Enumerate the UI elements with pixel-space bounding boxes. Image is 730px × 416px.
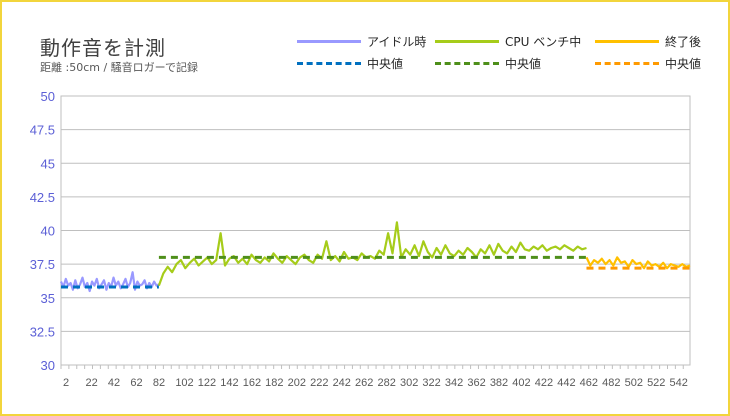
legend-swatch-median-after [595, 61, 659, 65]
legend-label-after: 終了後 [665, 34, 702, 49]
x-tick-label: 502 [625, 377, 643, 389]
legend-label-median-idle: 中央値 [367, 56, 404, 71]
x-tick-label: 42 [108, 377, 120, 389]
legend-swatch-median-idle [297, 61, 361, 65]
legend-item-cpu-bench: CPU ベンチ中 [435, 33, 581, 49]
y-tick-label: 32.5 [30, 324, 55, 339]
legend-label-idle: アイドル時 [367, 34, 427, 49]
x-tick-label: 382 [490, 377, 508, 389]
y-tick-label: 40 [41, 224, 55, 239]
legend-label-cpu-bench: CPU ベンチ中 [505, 34, 582, 49]
x-tick-label: 242 [333, 377, 351, 389]
x-tick-label: 182 [265, 377, 283, 389]
chart-title: 動作音を計測 [40, 36, 166, 60]
x-tick-label: 22 [85, 377, 97, 389]
legend-item-after: 終了後 [595, 33, 701, 49]
x-tick-label: 342 [445, 377, 463, 389]
x-tick-label: 102 [175, 377, 193, 389]
series-line-1 [157, 221, 587, 286]
x-tick-label: 402 [512, 377, 530, 389]
x-tick-label: 202 [288, 377, 306, 389]
y-tick-label: 37.5 [30, 257, 55, 272]
y-tick-label: 50 [41, 89, 55, 104]
x-tick-label: 522 [647, 377, 665, 389]
chart-subtitle: 距離 :50cm / 騒音ロガーで記録 [40, 61, 199, 74]
x-tick-label: 142 [220, 377, 238, 389]
legend-swatch-median-cpu [435, 61, 499, 65]
legend-label-median-cpu: 中央値 [505, 56, 542, 71]
y-tick-label: 42.5 [30, 190, 55, 205]
y-tick-label: 47.5 [30, 123, 55, 138]
legend-swatch-cpu-bench [435, 39, 499, 43]
x-tick-label: 262 [355, 377, 373, 389]
y-tick-label: 35 [41, 291, 55, 306]
y-tick-label: 30 [41, 358, 55, 373]
legend-swatch-after [595, 39, 659, 43]
x-tick-label: 302 [400, 377, 418, 389]
legend-item-median-after: 中央値 [595, 55, 701, 71]
x-tick-label: 422 [535, 377, 553, 389]
x-tick-label: 62 [130, 377, 142, 389]
x-tick-label: 482 [602, 377, 620, 389]
x-tick-label: 462 [580, 377, 598, 389]
legend-item-median-idle: 中央値 [297, 55, 403, 71]
legend-swatch-idle [297, 39, 361, 43]
x-tick-label: 542 [670, 377, 688, 389]
y-tick-label: 45 [41, 156, 55, 171]
legend-item-median-cpu: 中央値 [435, 55, 541, 71]
x-tick-label: 282 [378, 377, 396, 389]
x-tick-label: 122 [198, 377, 216, 389]
legend-item-idle: アイドル時 [297, 33, 426, 49]
x-tick-label: 442 [557, 377, 575, 389]
x-tick-label: 82 [153, 377, 165, 389]
x-tick-label: 222 [310, 377, 328, 389]
x-tick-label: 322 [422, 377, 440, 389]
x-tick-label: 162 [243, 377, 261, 389]
legend-label-median-after: 中央値 [665, 56, 702, 71]
x-tick-label: 362 [467, 377, 485, 389]
series-line-2 [585, 256, 691, 270]
x-tick-label: 2 [63, 377, 69, 389]
